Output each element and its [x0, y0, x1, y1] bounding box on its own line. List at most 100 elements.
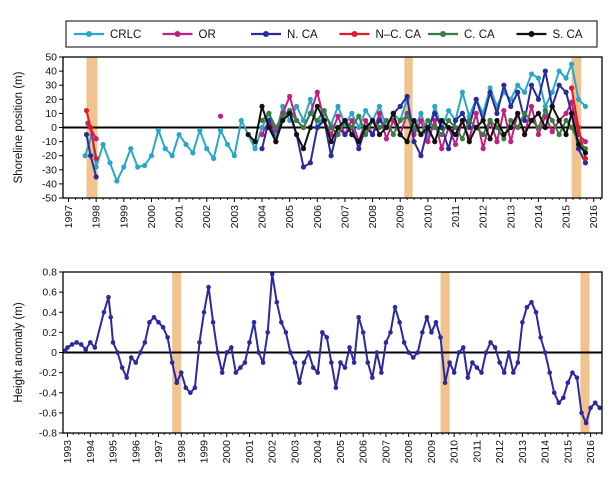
data-point-height-anomaly [206, 284, 211, 290]
data-point-c-ca [487, 117, 493, 124]
data-point-n-ca [328, 153, 334, 159]
data-point-crlc [107, 160, 113, 166]
data-point-crlc [121, 164, 127, 170]
data-point-or [494, 139, 500, 145]
data-point-n-ca [342, 131, 348, 138]
data-point-s-ca [328, 139, 334, 145]
data-point-crlc [466, 113, 472, 119]
data-point-s-ca [390, 110, 396, 116]
data-point-height-anomaly [401, 340, 407, 345]
data-point-c-ca [363, 131, 369, 138]
data-point-s-ca [487, 136, 493, 142]
x-tick-label: 2006 [358, 440, 370, 464]
data-point-or [93, 136, 99, 142]
data-point-height-anomaly [524, 304, 530, 310]
legend-marker-n-ca [263, 31, 269, 37]
data-point-or [528, 103, 535, 109]
data-point-crlc [162, 146, 168, 152]
data-point-s-ca [473, 124, 479, 131]
data-point-c-ca [314, 117, 320, 124]
data-point-height-anomaly [160, 325, 166, 330]
data-point-crlc [114, 178, 120, 184]
data-point-c-ca [356, 113, 362, 119]
x-tick-label: 2012 [494, 440, 506, 464]
x-tick-label: 2012 [478, 205, 490, 229]
data-point-crlc [217, 127, 224, 133]
x-tick-label: 2015 [561, 205, 573, 229]
data-point-height-anomaly [533, 309, 539, 315]
x-tick-label: 2003 [289, 440, 301, 464]
data-point-height-anomaly [347, 345, 352, 350]
data-point-crlc [307, 96, 313, 102]
data-point-height-anomaly [379, 370, 384, 375]
data-point-c-ca [425, 117, 431, 124]
data-point-height-anomaly [342, 365, 348, 370]
data-point-crlc [515, 82, 521, 88]
data-point-c-ca [568, 124, 575, 131]
data-point-c-ca [383, 117, 389, 124]
data-point-crlc [252, 146, 258, 152]
legend-marker-or [174, 31, 181, 37]
data-point-height-anomaly [215, 350, 220, 355]
y-tick-label: 0.4 [42, 307, 57, 319]
data-point-crlc [542, 103, 548, 109]
data-point-height-anomaly [438, 335, 443, 340]
data-point-height-anomaly [110, 340, 116, 345]
data-point-height-anomaly [169, 360, 175, 365]
data-point-height-anomaly [192, 385, 198, 391]
y-tick-label: -0.4 [39, 387, 57, 399]
data-point-height-anomaly [156, 320, 161, 325]
data-point-crlc [82, 153, 88, 159]
x-tick-label: 1994 [85, 440, 97, 464]
data-point-height-anomaly [570, 370, 575, 375]
data-point-height-anomaly [338, 360, 343, 365]
data-point-or [287, 93, 293, 100]
data-point-c-ca [522, 110, 528, 116]
data-point-height-anomaly [124, 375, 129, 380]
y-tick-label: -10 [42, 136, 57, 148]
data-point-height-anomaly [424, 314, 430, 320]
data-point-or [480, 146, 486, 152]
data-point-s-ca [280, 117, 286, 124]
data-point-or [376, 110, 383, 116]
data-point-crlc [535, 75, 542, 81]
data-point-height-anomaly [83, 347, 89, 352]
height-anomaly-panel: -0.8 -0.6 -0.4 -0.2 0 0.2 0.4 0.6 0.8 1993 1994 199… [13, 267, 603, 464]
shoreline-panel: -50 -40 -30 -20 -10 0 10 20 30 40 50 1997 1998 1999 20… [13, 20, 603, 229]
data-point-height-anomaly [92, 345, 98, 350]
data-point-crlc [568, 61, 575, 67]
data-point-s-ca [287, 110, 293, 116]
x-tick-label: 2014 [540, 440, 552, 464]
data-point-crlc [376, 103, 383, 109]
data-point-height-anomaly [265, 330, 270, 335]
data-point-height-anomaly [329, 360, 334, 365]
data-point-s-ca [314, 103, 320, 109]
data-point-height-anomaly [188, 390, 193, 396]
data-point-s-ca [335, 124, 341, 131]
data-point-n-ca [522, 117, 528, 124]
data-point-or [335, 113, 341, 119]
data-point-n-ca [494, 110, 500, 116]
data-point-s-ca [575, 141, 582, 148]
y-tick-label: 0 [51, 347, 57, 359]
series-layer [82, 61, 589, 184]
x-tick-label: 2005 [284, 205, 296, 229]
data-point-s-ca [459, 117, 466, 124]
data-point-crlc [197, 127, 203, 133]
data-point-height-anomaly [301, 360, 307, 365]
data-point-n-ca [582, 160, 589, 166]
data-point-height-anomaly [583, 420, 589, 426]
data-point-c-ca [535, 124, 542, 131]
x-tick-label: 2007 [380, 440, 392, 464]
y-tick-label: 0 [51, 122, 57, 134]
data-point-height-anomaly [470, 360, 475, 365]
data-point-crlc [582, 103, 589, 109]
data-point-height-anomaly [183, 385, 189, 391]
data-point-height-anomaly [483, 350, 489, 355]
x-tick-label: 2003 [229, 205, 241, 229]
data-point-c-ca [508, 117, 514, 124]
data-point-s-ca [376, 131, 383, 138]
data-point-height-anomaly [565, 380, 571, 385]
x-tick-label: 2002 [201, 205, 213, 229]
data-point-or [349, 117, 355, 124]
